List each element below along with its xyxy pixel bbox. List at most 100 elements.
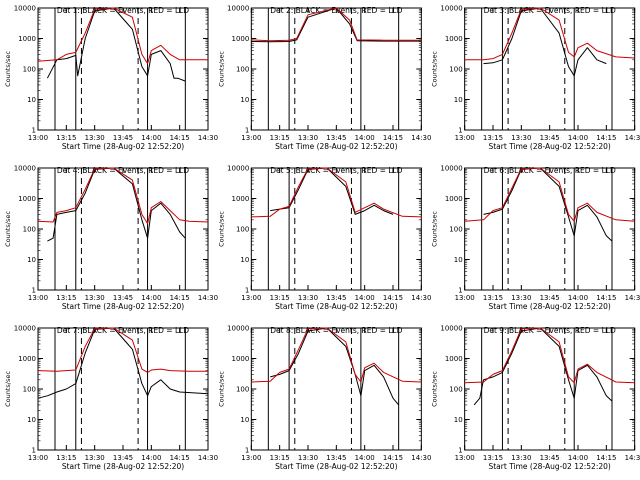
y-tick-label: 100 [449, 66, 462, 74]
x-tick-label: 13:15 [270, 454, 290, 462]
plot-frame [464, 167, 636, 291]
y-tick-label: 100 [23, 226, 36, 234]
x-axis-label: Start Time (28-Aug-02 12:52:20) [62, 142, 184, 151]
x-tick-label: 14:30 [198, 294, 218, 302]
series-line-events [483, 7, 607, 77]
x-tick-label: 13:30 [85, 454, 105, 462]
x-tick-label: 13:30 [511, 454, 531, 462]
series-line-lld [37, 167, 209, 225]
x-tick-label: 14:15 [170, 134, 190, 142]
series-line-events [47, 167, 186, 242]
x-tick-label: 14:00 [568, 134, 588, 142]
x-tick-label: 13:45 [113, 454, 133, 462]
x-tick-label: 13:30 [511, 134, 531, 142]
series-line-events [270, 327, 400, 406]
y-tick-label: 10 [27, 416, 36, 424]
y-tick-label: 1000 [445, 355, 463, 363]
x-tick-label: 13:30 [511, 294, 531, 302]
x-tick-label: 14:00 [568, 454, 588, 462]
x-axis-label: Start Time (28-Aug-02 12:52:20) [488, 142, 610, 151]
y-tick-label: 10000 [227, 325, 249, 333]
x-tick-label: 13:30 [298, 454, 318, 462]
x-tick-label: 13:45 [326, 134, 346, 142]
x-tick-label: 13:00 [455, 294, 475, 302]
x-tick-label: 13:15 [56, 454, 76, 462]
x-tick-label: 13:45 [326, 294, 346, 302]
y-tick-label: 1000 [232, 355, 250, 363]
y-tick-label: 10000 [14, 325, 36, 333]
series-line-lld [464, 167, 635, 222]
y-tick-label: 10000 [440, 5, 462, 13]
x-tick-label: 14:30 [198, 454, 218, 462]
series-line-events [46, 7, 186, 82]
x-tick-label: 14:30 [411, 294, 431, 302]
x-tick-label: 14:15 [596, 294, 616, 302]
series-line-lld [251, 327, 422, 383]
detector-panel: Det 9: BLACK = Events, RED = LLD11010010… [431, 325, 640, 472]
x-tick-label: 13:15 [483, 454, 503, 462]
y-tick-label: 10000 [227, 5, 249, 13]
y-tick-label: 10 [240, 96, 249, 104]
x-tick-label: 14:00 [568, 294, 588, 302]
y-tick-label: 100 [236, 66, 249, 74]
x-tick-label: 13:45 [113, 294, 133, 302]
y-tick-label: 1000 [232, 195, 250, 203]
x-tick-label: 14:00 [141, 454, 161, 462]
plot-frame [37, 167, 209, 291]
y-axis-label: Counts/sec [431, 211, 439, 247]
series-line-events [37, 327, 209, 399]
y-tick-label: 1000 [18, 355, 36, 363]
detector-panel: Det 1: BLACK = Events, RED = LLD11010010… [4, 5, 218, 152]
x-tick-label: 13:00 [241, 454, 261, 462]
x-tick-label: 13:00 [241, 294, 261, 302]
y-tick-label: 10 [27, 96, 36, 104]
y-tick-label: 100 [23, 386, 36, 394]
x-tick-label: 13:15 [56, 294, 76, 302]
y-tick-label: 1 [32, 127, 36, 135]
series-line-lld [251, 167, 422, 218]
y-tick-label: 1000 [18, 35, 36, 43]
y-tick-label: 100 [236, 226, 249, 234]
x-tick-label: 13:00 [455, 134, 475, 142]
plot-frame [250, 7, 422, 131]
y-tick-label: 1 [245, 127, 249, 135]
y-tick-label: 10 [454, 256, 463, 264]
y-axis-label: Counts/sec [4, 51, 12, 87]
x-tick-label: 14:30 [625, 294, 640, 302]
y-axis-label: Counts/sec [4, 371, 12, 407]
y-tick-label: 1 [245, 447, 249, 455]
detector-panel: Det 7: BLACK = Events, RED = LLD11010010… [4, 325, 218, 472]
y-tick-label: 10000 [227, 165, 249, 173]
y-tick-label: 1000 [445, 195, 463, 203]
x-tick-label: 14:15 [383, 294, 403, 302]
y-tick-label: 10 [454, 416, 463, 424]
y-axis-label: Counts/sec [4, 211, 12, 247]
x-tick-label: 14:15 [383, 454, 403, 462]
y-tick-label: 10000 [14, 165, 36, 173]
x-tick-label: 13:00 [28, 134, 48, 142]
y-tick-label: 10 [240, 416, 249, 424]
x-tick-label: 14:15 [170, 294, 190, 302]
x-tick-label: 13:45 [113, 134, 133, 142]
series-line-lld [37, 327, 208, 373]
plot-frame [250, 167, 422, 291]
x-tick-label: 13:00 [241, 134, 261, 142]
x-axis-label: Start Time (28-Aug-02 12:52:20) [275, 302, 397, 311]
y-tick-label: 10000 [440, 165, 462, 173]
y-tick-label: 10000 [14, 5, 36, 13]
series-line-lld [251, 7, 422, 42]
x-tick-label: 13:30 [85, 134, 105, 142]
x-axis-label: Start Time (28-Aug-02 12:52:20) [488, 302, 610, 311]
x-axis-label: Start Time (28-Aug-02 12:52:20) [275, 142, 397, 151]
y-tick-label: 1 [458, 447, 462, 455]
y-tick-label: 1 [458, 127, 462, 135]
y-tick-label: 1 [458, 287, 462, 295]
x-axis-label: Start Time (28-Aug-02 12:52:20) [275, 462, 397, 471]
x-tick-label: 13:45 [540, 294, 560, 302]
x-tick-label: 14:00 [141, 134, 161, 142]
x-tick-label: 13:30 [85, 294, 105, 302]
y-tick-label: 100 [449, 386, 462, 394]
x-axis-label: Start Time (28-Aug-02 12:52:20) [488, 462, 610, 471]
x-axis-label: Start Time (28-Aug-02 12:52:20) [62, 462, 184, 471]
